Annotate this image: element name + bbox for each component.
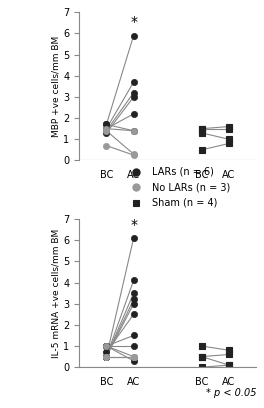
Text: * p < 0.05: * p < 0.05 <box>206 388 256 398</box>
Text: *: * <box>130 15 137 29</box>
Y-axis label: IL-5 mRNA +ve cells/mm BM: IL-5 mRNA +ve cells/mm BM <box>51 228 60 358</box>
Text: Sham (n = 4): Sham (n = 4) <box>152 198 217 208</box>
Text: No LARs (n = 3): No LARs (n = 3) <box>152 182 230 192</box>
Y-axis label: MBP +ve cells/mm BM: MBP +ve cells/mm BM <box>51 36 60 137</box>
Text: *: * <box>130 218 137 232</box>
Text: LARs (n = 6): LARs (n = 6) <box>152 167 214 177</box>
